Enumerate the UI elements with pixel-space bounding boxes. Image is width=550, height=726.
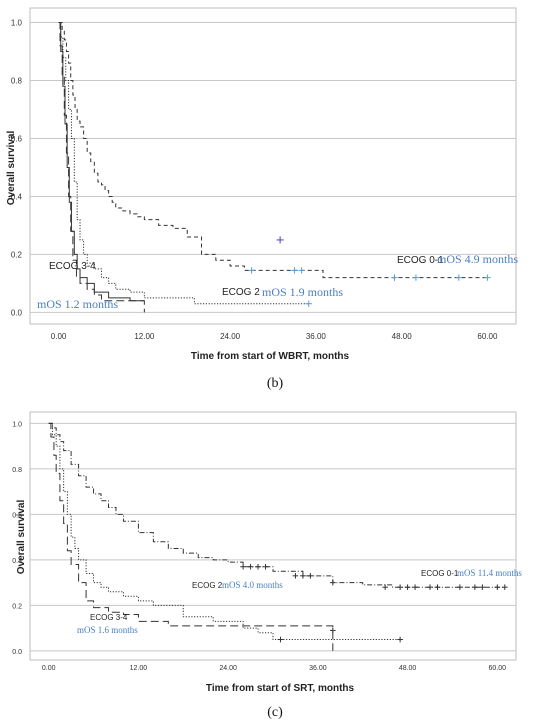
plot-frame xyxy=(29,7,517,325)
panel-label-b: (b) xyxy=(267,376,284,391)
mos-label-ecog-2: mOS 4.0 months xyxy=(222,580,283,590)
y-tick-label: 0.6 xyxy=(11,134,23,143)
censor-mark xyxy=(307,573,314,579)
censor-mark xyxy=(434,584,441,590)
censor-mark xyxy=(404,584,411,590)
x-tick-label: 12.00 xyxy=(130,665,148,672)
survival-curve-ecog-2 xyxy=(48,422,401,641)
censor-mark xyxy=(300,573,306,579)
mos-label-ecog-0-1: mOS 4.9 months xyxy=(437,252,518,266)
group-label-ecog-0-1: ECOG 0-1 xyxy=(397,255,444,266)
survival-curves xyxy=(48,422,508,651)
censor-mark xyxy=(262,563,269,570)
group-label-ecog-2: ECOG 2 xyxy=(192,581,223,590)
censor-mark xyxy=(292,573,299,579)
censor-mark xyxy=(397,636,403,643)
censor-mark xyxy=(248,267,255,274)
survival-curves xyxy=(58,21,491,313)
group-label-ecog-0-1: ECOG 0-1 xyxy=(421,569,459,578)
survival-curve-unlabeled xyxy=(58,21,145,302)
censor-mark xyxy=(298,267,305,274)
y-tick-label: 0.0 xyxy=(12,649,22,656)
x-axis-label: Time from start of SRT, months xyxy=(206,683,355,694)
y-tick-label: 0.8 xyxy=(12,467,22,474)
group-label-ecog-3-4: ECOG 3-4 xyxy=(90,613,128,622)
y-tick-labels: 0.0 0.2 0.4 0.6 0.8 1.0 xyxy=(11,18,23,317)
mos-label-ecog-0-1: mOS 11.4 months xyxy=(457,568,522,578)
chart-panel-c: 0.0 0.2 0.4 0.6 0.8 1.0 0.00 12.00 24.00 36.00 48… xyxy=(12,411,522,720)
x-tick-label: 24.00 xyxy=(219,665,237,672)
x-tick-label: 48.00 xyxy=(399,665,417,672)
x-tick-labels: 0.00 12.00 24.00 36.00 48.00 60.00 xyxy=(42,665,506,672)
censor-mark xyxy=(255,563,261,570)
y-tick-label: 0.4 xyxy=(11,192,23,201)
censor-mark xyxy=(247,563,254,570)
censor-mark xyxy=(276,236,284,244)
censor-mark xyxy=(427,584,433,590)
y-tick-label: 0.6 xyxy=(12,512,22,519)
x-tick-label: 12.00 xyxy=(134,332,155,341)
censor-mark xyxy=(484,274,491,281)
censor-mark xyxy=(330,627,336,634)
y-tick-label: 1.0 xyxy=(12,421,22,428)
survival-curve-ecog-0-1 xyxy=(58,21,488,279)
y-tick-label: 0.4 xyxy=(12,558,22,565)
censor-mark xyxy=(501,584,508,590)
x-tick-label: 36.00 xyxy=(309,665,327,672)
mos-label-ecog-3-4: mOS 1.6 months xyxy=(77,625,138,635)
censor-mark xyxy=(457,584,463,590)
gridlines xyxy=(30,422,516,652)
y-tick-label: 0.8 xyxy=(11,76,23,85)
censor-mark xyxy=(412,584,418,590)
x-tick-labels: 0.00 12.00 24.00 36.00 48.00 60.00 xyxy=(51,332,498,341)
x-tick-label: 0.00 xyxy=(51,332,67,341)
x-axis-label: Time from start of WBRT, months xyxy=(191,351,350,362)
y-axis-label: Overall survival xyxy=(16,500,27,575)
x-tick-label: 0.00 xyxy=(42,665,56,672)
censor-mark xyxy=(291,267,298,274)
x-tick-label: 48.00 xyxy=(392,332,413,341)
mos-label-ecog-3-4: mOS 1.2 months xyxy=(37,297,118,311)
y-tick-label: 0.2 xyxy=(11,250,23,259)
censor-mark xyxy=(397,584,403,590)
y-tick-label: 0.0 xyxy=(11,308,23,317)
censor-mark xyxy=(330,579,336,586)
plot-frame xyxy=(29,411,517,661)
censor-mark xyxy=(479,584,486,590)
censor-mark xyxy=(472,584,478,590)
x-tick-label: 24.00 xyxy=(220,332,241,341)
censor-mark xyxy=(240,563,246,570)
y-axis-label: Overall survival xyxy=(6,131,17,206)
y-tick-label: 1.0 xyxy=(11,18,23,27)
survival-curve-ecog-3-4 xyxy=(48,422,334,651)
censor-mark xyxy=(305,300,312,307)
censor-mark xyxy=(412,274,420,281)
x-tick-label: 36.00 xyxy=(306,332,327,341)
survival-curve-ecog-2 xyxy=(58,21,309,305)
censor-mark xyxy=(391,274,398,281)
chart-panel-b: 0.0 0.2 0.4 0.6 0.8 1.0 0.00 12.00 24.00 36.00 48… xyxy=(6,7,518,391)
y-tick-labels: 0.0 0.2 0.4 0.6 0.8 1.0 xyxy=(12,421,22,656)
censor-mark xyxy=(382,584,388,590)
x-tick-label: 60.00 xyxy=(477,332,498,341)
mos-label-ecog-2: mOS 1.9 months xyxy=(262,285,343,299)
panel-label-c: (c) xyxy=(267,705,283,720)
y-tick-label: 0.2 xyxy=(12,603,22,610)
group-label-ecog-3-4: ECOG 3-4 xyxy=(49,261,96,272)
x-tick-label: 60.00 xyxy=(489,665,507,672)
censor-mark xyxy=(455,274,463,281)
group-label-ecog-2: ECOG 2 xyxy=(222,287,260,298)
censor-mark xyxy=(277,636,284,643)
censor-mark xyxy=(494,584,501,590)
